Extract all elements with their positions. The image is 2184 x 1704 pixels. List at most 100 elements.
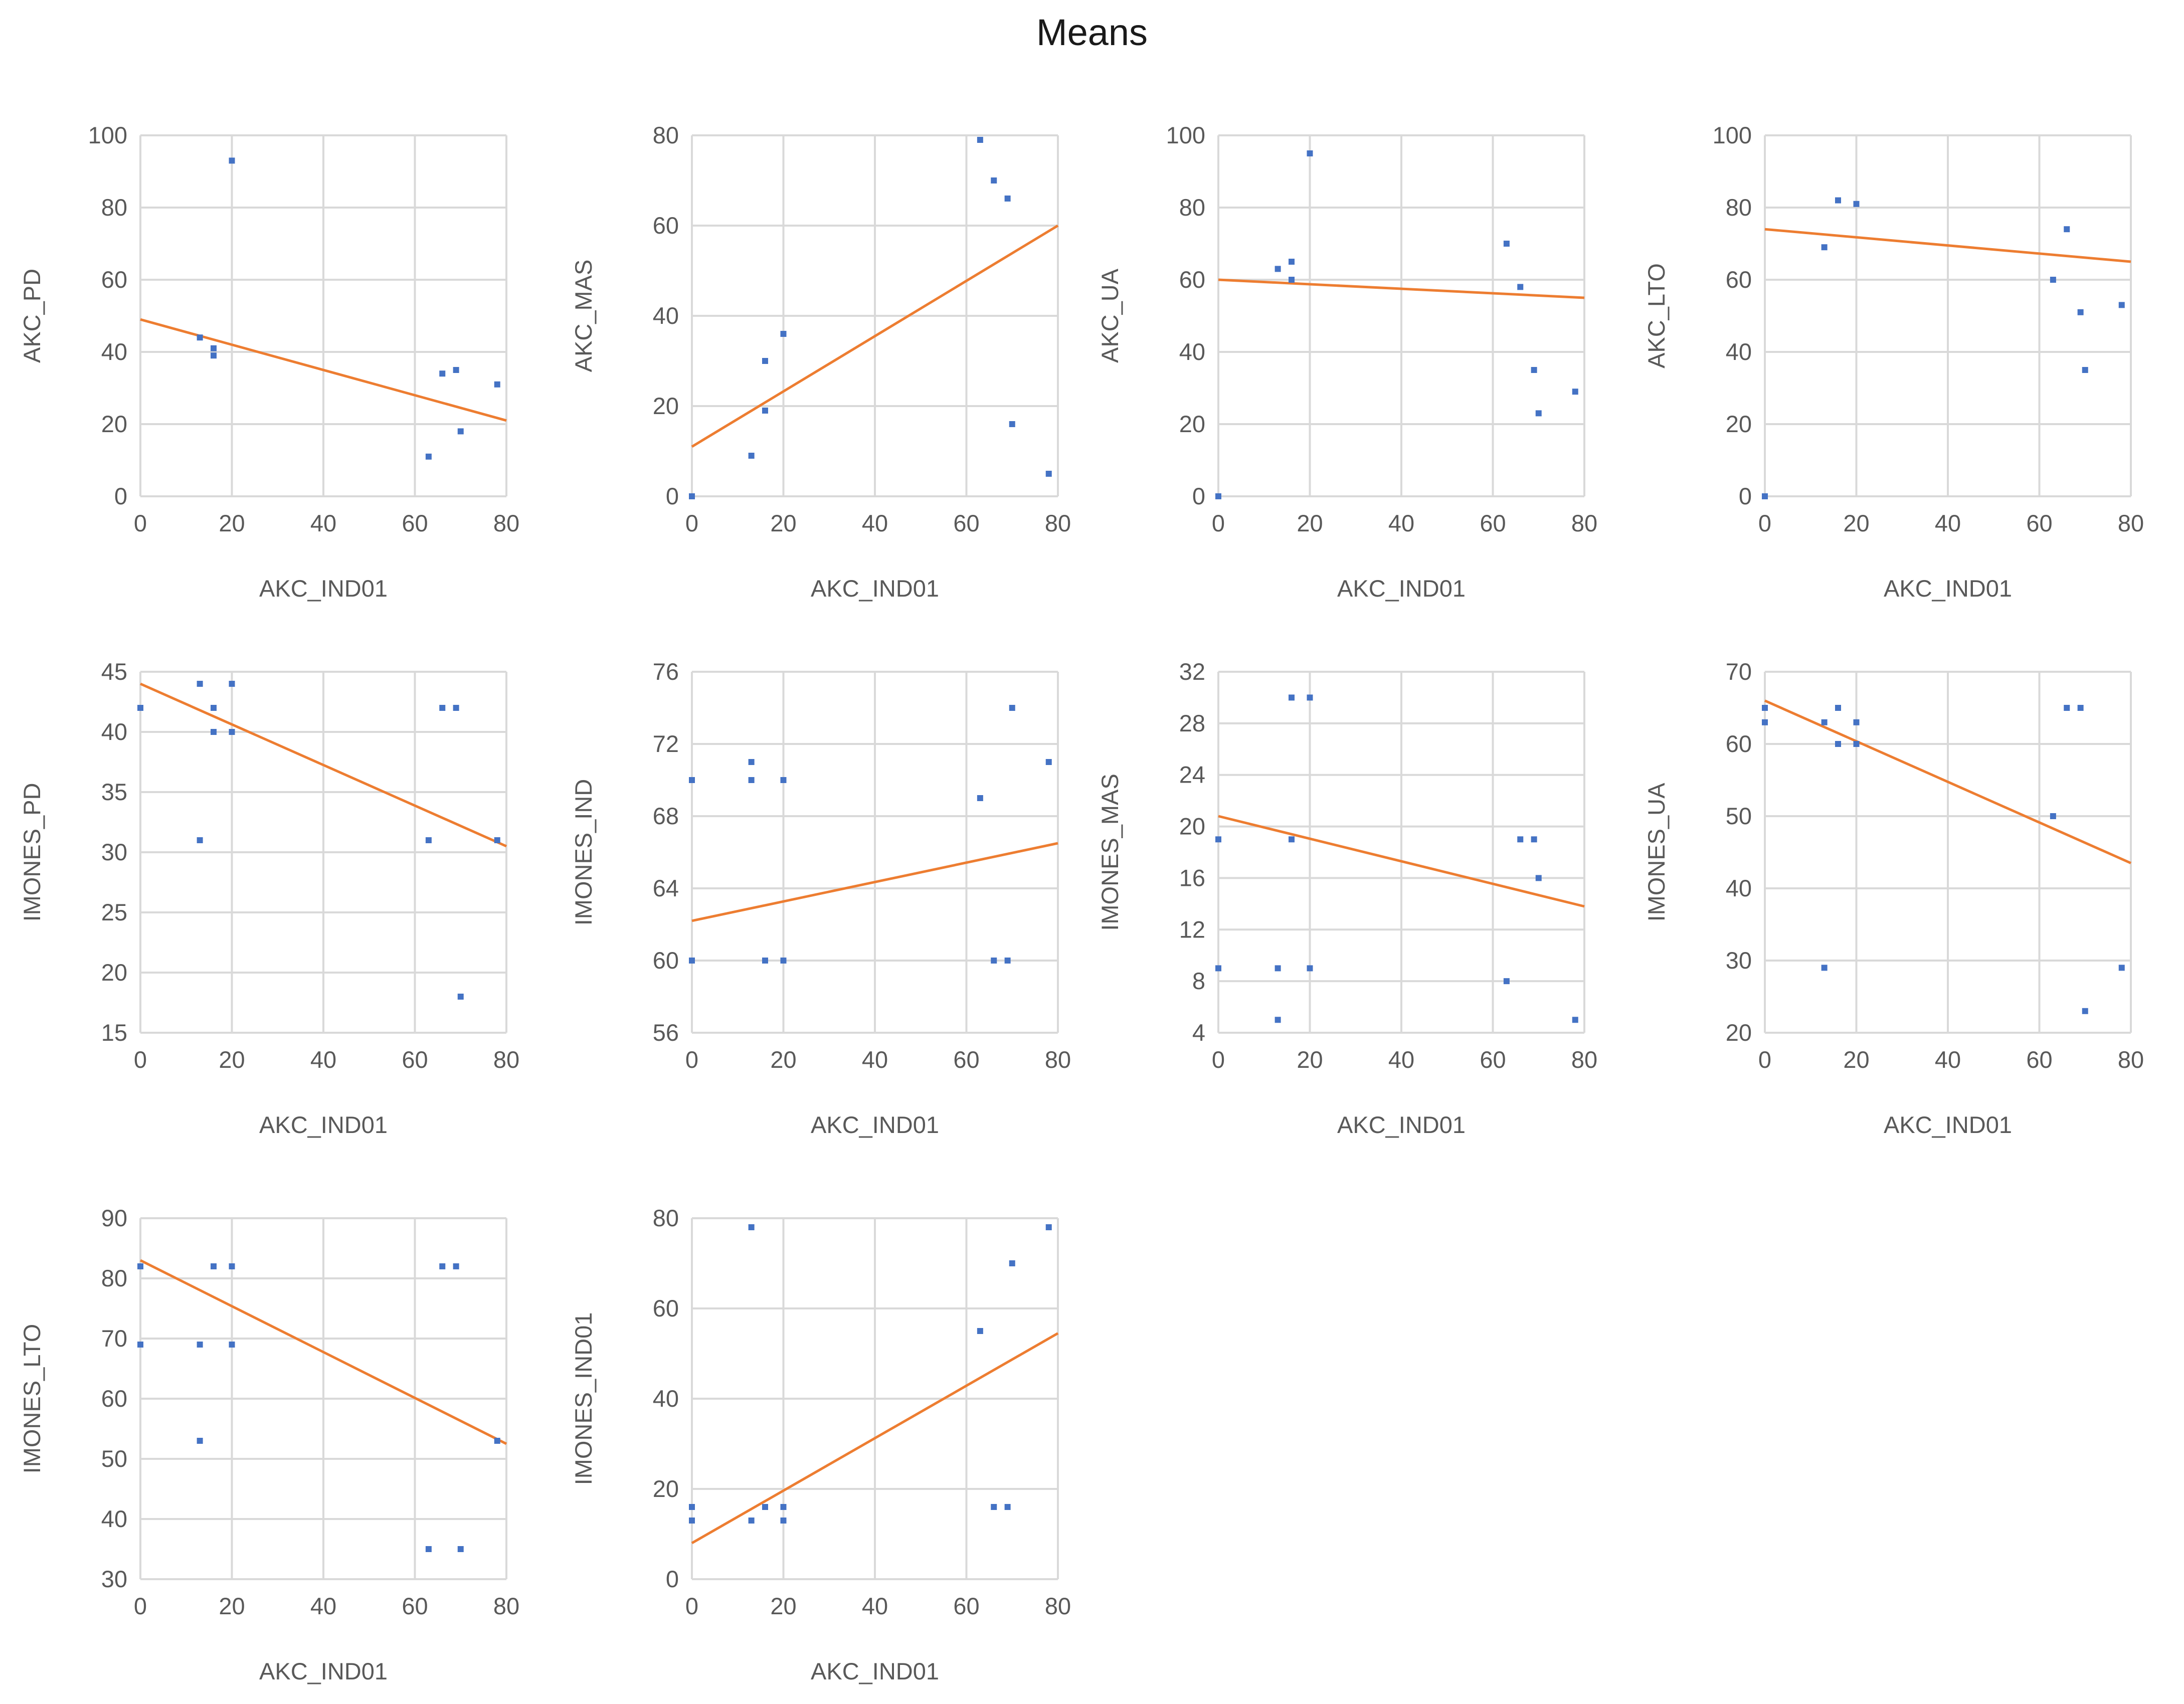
data-point <box>1821 965 1828 971</box>
data-point <box>762 1504 768 1510</box>
x-tick-label: 60 <box>953 1593 979 1619</box>
x-axis-label: AKC_IND01 <box>259 1658 388 1684</box>
data-point <box>977 795 983 801</box>
y-tick-label: 40 <box>101 338 127 365</box>
x-tick-label: 20 <box>770 1593 796 1619</box>
x-tick-label: 0 <box>685 1046 698 1073</box>
data-point <box>1004 196 1011 202</box>
data-point <box>1835 197 1841 204</box>
x-tick-label: 60 <box>953 1046 979 1073</box>
x-tick-label: 40 <box>310 1046 336 1073</box>
data-point <box>229 157 235 164</box>
data-point <box>2050 813 2056 819</box>
y-tick-label: 20 <box>101 959 127 986</box>
data-point <box>1531 836 1537 843</box>
x-tick-label: 40 <box>310 510 336 536</box>
y-tick-label: 80 <box>1726 194 1752 221</box>
data-point <box>197 681 203 687</box>
data-point <box>762 958 768 964</box>
y-tick-label: 80 <box>653 122 679 148</box>
data-point <box>762 408 768 414</box>
scatter-panel-akc-lto: 0 20 40 60 80 100 0 20 40 60 80 AKC_IND01 AKC_LTO <box>1624 85 2156 617</box>
scatter-plot: 0 20 40 60 80 100 0 20 40 60 80 AKC_IND01 AKC_PD <box>19 122 519 602</box>
x-tick-label: 40 <box>1935 510 1961 536</box>
data-point <box>1517 836 1524 843</box>
x-tick-label: 20 <box>1297 510 1323 536</box>
data-point <box>1289 694 1295 701</box>
data-point <box>780 1504 787 1510</box>
data-point <box>1535 410 1542 417</box>
x-tick-label: 60 <box>402 1046 428 1073</box>
x-tick-label: 80 <box>1571 510 1597 536</box>
trendline <box>139 682 507 848</box>
data-point <box>1289 836 1295 843</box>
y-tick-label: 28 <box>1179 710 1205 736</box>
y-tick-label: 20 <box>653 1475 679 1502</box>
x-tick-label: 20 <box>1843 1046 1869 1073</box>
x-axis-label: AKC_IND01 <box>1337 575 1466 602</box>
y-axis-label: IMONES_PD <box>19 783 45 922</box>
y-axis-label: IMONES_IND01 <box>570 1312 597 1485</box>
y-tick-label: 100 <box>1713 122 1752 148</box>
data-point <box>137 705 143 711</box>
scatter-panel-imones-ind01: 0 20 40 60 80 0 20 40 60 80 AKC_IND01 IMONES_IND01 <box>552 1168 1083 1699</box>
data-point <box>425 837 432 843</box>
data-point <box>1045 1224 1052 1230</box>
data-point <box>1572 1017 1578 1023</box>
y-tick-label: 80 <box>101 194 127 221</box>
data-point <box>1835 705 1841 711</box>
scatter-panel-imones-pd: 15 20 25 30 35 40 45 0 20 40 60 80 AKC_IND01 IMONES_P… <box>0 622 531 1153</box>
data-point <box>2077 309 2084 315</box>
scatter-panel-imones-mas: 4 8 12 16 20 24 28 32 0 20 40 60 80 AKC_IND01 IMONES_M… <box>1078 622 1609 1153</box>
y-tick-label: 72 <box>653 730 679 757</box>
data-point <box>991 177 997 183</box>
data-point <box>1275 1017 1281 1023</box>
x-tick-label: 20 <box>219 1593 245 1619</box>
y-axis-label: AKC_UA <box>1097 268 1123 363</box>
x-tick-label: 40 <box>1388 510 1414 536</box>
data-point <box>2050 277 2056 283</box>
x-tick-label: 40 <box>862 1593 888 1619</box>
gridlines <box>691 671 1059 1034</box>
data-point <box>1572 389 1578 395</box>
data-point <box>211 345 217 351</box>
gridlines <box>1764 671 2132 1034</box>
y-tick-label: 80 <box>1179 194 1205 221</box>
data-point <box>1517 284 1524 290</box>
trendline <box>691 224 1059 448</box>
data-point <box>1853 741 1860 747</box>
data-point <box>197 1438 203 1444</box>
y-tick-label: 60 <box>1726 730 1752 757</box>
x-axis-label: AKC_IND01 <box>811 1111 939 1138</box>
data-point <box>1853 201 1860 207</box>
data-point <box>1762 719 1768 725</box>
y-tick-label: 50 <box>1726 803 1752 829</box>
data-point <box>1045 759 1052 765</box>
data-point <box>689 493 695 499</box>
data-point <box>1289 259 1295 265</box>
x-tick-label: 80 <box>1571 1046 1597 1073</box>
x-axis-label: AKC_IND01 <box>1884 1111 2012 1138</box>
data-point <box>494 1438 500 1444</box>
trendline <box>139 1259 507 1445</box>
scatter-plot: 30 40 50 60 70 80 90 0 20 40 60 80 AKC_IND01 IMONES_L… <box>19 1205 519 1684</box>
data-point <box>1835 741 1841 747</box>
data-point <box>494 381 500 388</box>
data-point <box>780 1518 787 1524</box>
x-tick-label: 20 <box>770 510 796 536</box>
gridlines <box>139 1217 507 1580</box>
y-tick-label: 30 <box>1726 947 1752 974</box>
data-point <box>748 759 755 765</box>
data-point <box>748 1224 755 1230</box>
y-tick-label: 0 <box>1739 483 1752 509</box>
y-tick-label: 70 <box>1726 658 1752 685</box>
data-point <box>425 453 432 460</box>
y-tick-label: 64 <box>653 875 679 901</box>
x-axis-label: AKC_IND01 <box>811 1658 939 1684</box>
data-point <box>1215 493 1221 499</box>
y-tick-label: 12 <box>1179 916 1205 942</box>
data-point <box>2064 705 2070 711</box>
scatter-plot: 0 20 40 60 80 100 0 20 40 60 80 AKC_IND01 AKC_LTO <box>1643 122 2144 602</box>
x-tick-label: 60 <box>2026 1046 2052 1073</box>
data-point <box>457 428 464 435</box>
